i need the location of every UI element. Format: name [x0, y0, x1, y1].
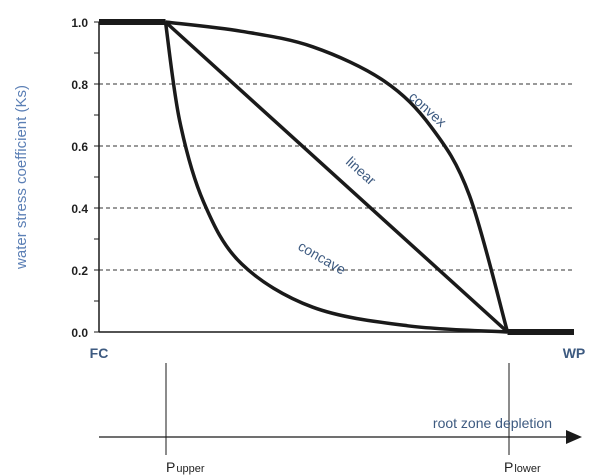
- y-tick-labels: 1.0 0.8 0.6 0.4 0.2 0.0: [71, 16, 88, 340]
- linear-curve: [164, 20, 509, 334]
- p-lower-main: P: [504, 459, 513, 475]
- gridlines: [99, 83, 574, 271]
- y-tick-label: 0.0: [71, 326, 88, 340]
- y-tick-label: 0.4: [71, 202, 88, 216]
- y-tick-label: 1.0: [71, 16, 88, 30]
- p-upper-label: Pupper: [166, 459, 205, 475]
- p-lower-sub: lower: [514, 463, 541, 475]
- concave-curve: [163, 21, 508, 334]
- p-upper-sub: upper: [176, 463, 204, 475]
- y-axis-label: water stress coefficient (Ks): [13, 85, 30, 270]
- y-tick-label: 0.8: [71, 78, 88, 92]
- p-upper-main: P: [166, 459, 175, 475]
- curves: [99, 19, 574, 335]
- convex-curve: [165, 20, 510, 333]
- y-tick-label: 0.6: [71, 140, 88, 154]
- x-end-label: WP: [563, 345, 586, 361]
- depletion-label: root zone depletion: [433, 415, 552, 431]
- x-start-label: FC: [90, 345, 109, 361]
- p-lower-label: Plower: [504, 459, 541, 475]
- depletion-arrow-head: [566, 430, 582, 444]
- concave-label: concave: [296, 238, 349, 278]
- y-tick-label: 0.2: [71, 264, 88, 278]
- linear-label: linear: [343, 153, 379, 188]
- y-minor-ticks: [94, 21, 99, 333]
